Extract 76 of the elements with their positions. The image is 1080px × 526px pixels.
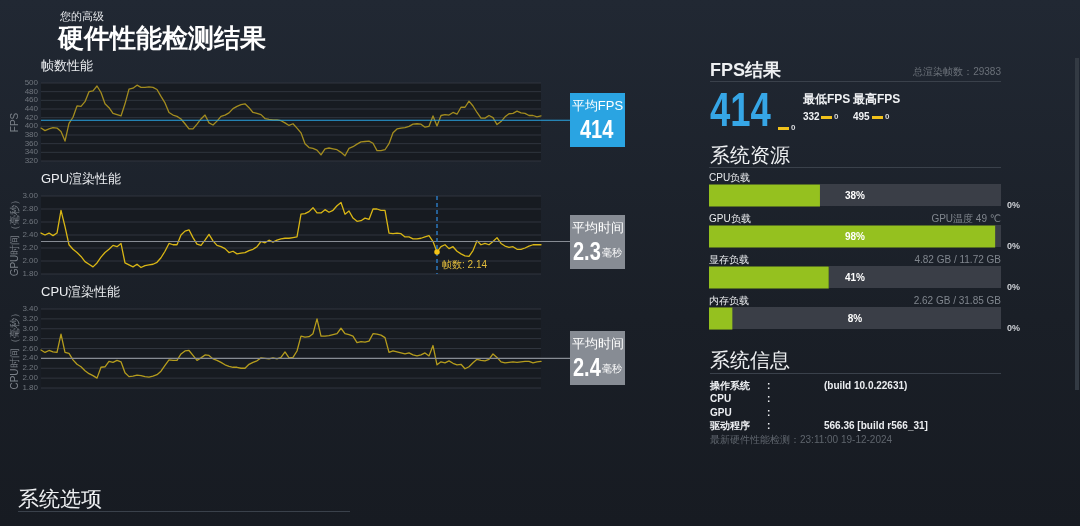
y-tick-label: GPU负载 — [709, 212, 751, 224]
ref-line-label: 平均FPS — [571, 98, 624, 114]
y-tick-label: 460 — [24, 95, 39, 105]
text: 总渲染帧数：29383 — [913, 66, 1001, 77]
y-tick-label: 2.60 — [22, 217, 39, 226]
text: 最高FPS — [853, 92, 901, 106]
y-tick-label: 440 — [24, 104, 39, 113]
text: 系统选项 — [18, 487, 102, 510]
text: 495 — [853, 111, 870, 122]
y-tick-label: 420 — [24, 112, 39, 122]
y-tick-label: 2.20 — [22, 243, 39, 252]
annotation: 2.62 GB / 31.85 GB — [913, 294, 1002, 306]
text: 最低FPS — [803, 92, 851, 106]
text: 332 — [803, 111, 820, 122]
y-axis-title: GPU时间（毫秒） — [8, 194, 20, 277]
chart-title: 系统资源 — [710, 144, 790, 166]
y-axis-title: FPS — [8, 112, 20, 133]
y-tick-label: 显存负载 — [709, 253, 749, 265]
label-box: 平均FPS 414 — [570, 93, 625, 148]
y-tick-label: 360 — [24, 138, 39, 148]
text: 驱动程序 : 566.36 [build r566_31] — [710, 419, 928, 431]
text: CPU : — [710, 393, 771, 405]
ref-line-label: 平均时间 — [571, 219, 624, 235]
annotation: GPU温度 49 ℃ — [931, 212, 1001, 224]
data-label: 38% — [844, 189, 866, 200]
annotation: 4.82 GB / 11.72 GB — [914, 253, 1002, 265]
line-series — [40, 84, 542, 157]
y-tick-label: 2.80 — [22, 204, 39, 213]
text: 0% — [1007, 322, 1021, 333]
line-series — [40, 318, 542, 379]
text: 操作系统 : (build 10.0.22631) — [710, 380, 908, 391]
text: 最新硬件性能检测：23:11:00 19-12-2024 — [710, 434, 893, 445]
y-tick-label: 2.20 — [22, 363, 39, 373]
data-label: 41% — [844, 271, 866, 282]
text: 414 — [710, 83, 771, 136]
y-tick-label: 1.80 — [22, 383, 39, 392]
text: 0 — [885, 112, 890, 121]
chart-title: GPU渲染性能 — [41, 171, 122, 186]
line-series — [40, 201, 542, 269]
text: 0% — [1007, 281, 1021, 292]
y-axis-title: CPU时间（毫秒） — [8, 308, 20, 390]
y-tick-label: 2.80 — [22, 333, 39, 343]
text: 0% — [1007, 240, 1021, 251]
text: 0% — [1007, 199, 1021, 210]
y-tick-label: 480 — [24, 86, 39, 96]
y-tick-label: 内存负载 — [709, 294, 749, 306]
y-tick-label: 2.40 — [22, 353, 39, 363]
y-tick-label: 2.00 — [22, 373, 39, 383]
y-tick-label: 2.60 — [22, 343, 39, 353]
y-tick-label: CPU负载 — [709, 171, 751, 183]
y-tick-label: 400 — [24, 121, 39, 131]
y-tick-label: 500 — [24, 78, 39, 87]
y-tick-label: 2.00 — [22, 256, 39, 265]
annotation: 帧数: 2.14 — [442, 258, 488, 270]
y-tick-label: 380 — [24, 130, 39, 139]
y-tick-label: 340 — [24, 147, 39, 157]
chart-title: CPU渲染性能 — [41, 284, 121, 299]
ref-line-label: 平均时间 — [571, 336, 624, 352]
y-tick-label: 320 — [24, 156, 39, 165]
data-label: 8% — [847, 312, 863, 323]
data-label: 98% — [844, 230, 866, 241]
text: FPS结果 — [710, 60, 782, 80]
text: 系统信息 — [710, 349, 790, 371]
y-tick-label: 3.40 — [22, 304, 39, 313]
y-tick-label: 2.40 — [22, 230, 39, 239]
y-tick-label: 3.20 — [22, 313, 39, 323]
y-tick-label: 3.00 — [22, 323, 39, 333]
text: 硬件性能检测结果 — [58, 23, 266, 53]
y-tick-label: 1.80 — [22, 269, 39, 278]
chart-title: 帧数性能 — [41, 58, 93, 73]
text: 0 — [834, 112, 839, 121]
bar — [709, 306, 733, 330]
text: GPU : — [710, 406, 771, 418]
text: 您的高级 — [60, 10, 104, 22]
text: 0 — [791, 123, 796, 132]
y-tick-label: 3.00 — [22, 191, 39, 200]
